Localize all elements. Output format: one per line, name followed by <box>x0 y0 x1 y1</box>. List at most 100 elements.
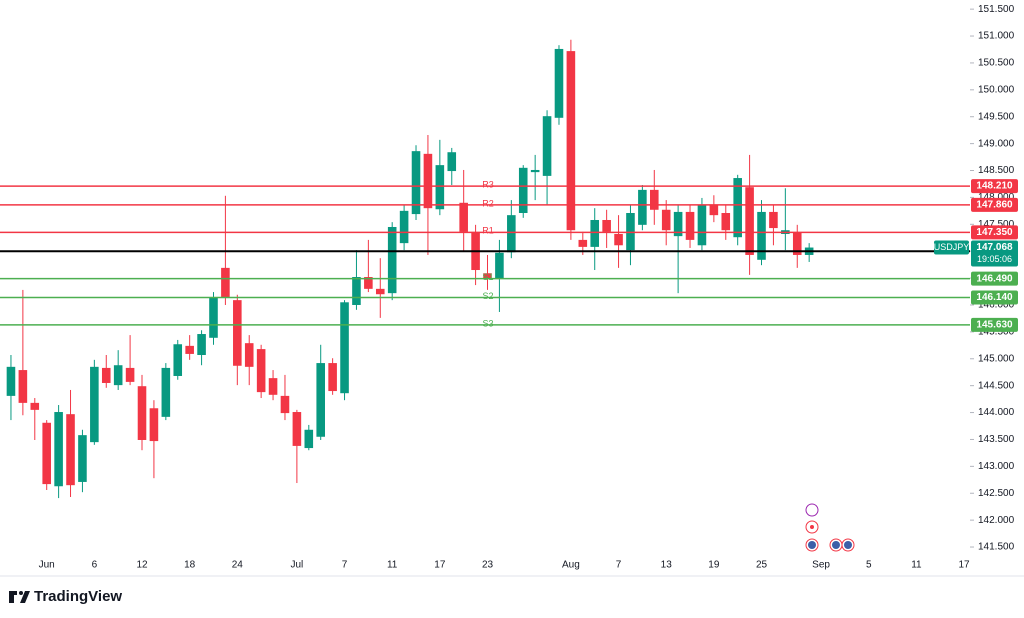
candle-body <box>709 204 719 216</box>
candle-body <box>292 412 302 446</box>
x-tick-label: 25 <box>756 560 768 571</box>
level-value-label: 145.630 <box>976 320 1013 331</box>
x-tick-label: 6 <box>92 560 98 571</box>
candle-body <box>42 422 51 485</box>
candle-body <box>733 178 742 238</box>
candle-body <box>638 189 647 225</box>
candle-body <box>602 219 611 232</box>
level-value-label: 146.140 <box>976 292 1013 303</box>
y-tick-label: 150.000 <box>978 84 1015 95</box>
x-tick-label: Sep <box>812 560 830 571</box>
candle-body <box>792 232 802 255</box>
candle-body <box>244 343 254 367</box>
y-tick-label: 142.000 <box>978 515 1015 526</box>
candle-body <box>78 435 87 482</box>
x-tick-label: 12 <box>136 560 148 571</box>
level-badge <box>971 290 1018 305</box>
y-tick-label: 150.500 <box>978 58 1015 69</box>
candle-body <box>769 211 778 229</box>
candle-body <box>233 300 242 366</box>
candle-body <box>399 210 409 244</box>
candle-body <box>54 412 63 487</box>
candle-body <box>661 209 671 231</box>
candle-body <box>614 233 623 246</box>
last-price-badge <box>971 240 1018 267</box>
candle-body <box>530 169 540 173</box>
y-tick-label: 147.500 <box>978 219 1015 230</box>
x-tick-label: 7 <box>342 560 348 571</box>
candle-body <box>197 334 206 356</box>
level-name: R2 <box>482 198 494 208</box>
level-name: S3 <box>482 318 493 328</box>
last-price-label: 147.068 <box>976 242 1013 253</box>
level-badge <box>971 197 1018 212</box>
candle-body <box>280 395 290 414</box>
candle-body <box>387 226 397 294</box>
y-tick-label: 151.500 <box>978 4 1015 15</box>
candle-body <box>507 215 516 253</box>
y-tick-label: 141.500 <box>978 542 1015 553</box>
candle-body <box>161 367 171 417</box>
candle-body <box>518 167 528 214</box>
candle-body <box>30 402 40 410</box>
x-tick-label: 17 <box>434 560 446 571</box>
y-tick-label: 148.000 <box>978 192 1015 203</box>
candle-body <box>423 153 433 209</box>
candle-body <box>149 408 159 442</box>
level-name: S1 <box>482 272 493 282</box>
x-tick-label: 11 <box>387 560 398 571</box>
candle-body <box>66 414 75 486</box>
level-name: R1 <box>482 226 494 236</box>
y-tick-label: 146.000 <box>978 300 1015 311</box>
candle-body <box>185 345 194 354</box>
candle-body <box>18 370 28 403</box>
candle-body <box>6 366 16 396</box>
candle-body <box>721 213 731 231</box>
x-tick-label: 11 <box>911 560 922 571</box>
candle-body <box>685 211 695 240</box>
level-name: R3 <box>482 179 494 189</box>
candle-body <box>352 277 361 305</box>
candle-body <box>90 366 99 443</box>
y-tick-label: 145.000 <box>978 353 1015 364</box>
y-tick-label: 149.000 <box>978 138 1015 149</box>
candle-body <box>745 187 754 255</box>
y-tick-label: 144.000 <box>978 407 1015 418</box>
level-badge <box>971 317 1018 332</box>
y-tick-label: 148.500 <box>978 165 1015 176</box>
level-value-label: 146.490 <box>976 273 1013 284</box>
candle-body <box>304 429 314 449</box>
level-value-label: 147.350 <box>976 227 1013 238</box>
candle-body <box>590 219 600 247</box>
x-tick-label: 19 <box>708 560 720 571</box>
symbol-label: USDJPY <box>934 242 970 252</box>
candle-body <box>340 302 349 394</box>
candle-body <box>495 252 504 279</box>
level-badge <box>971 179 1018 194</box>
candle-body <box>650 189 659 210</box>
candle-body <box>125 367 135 382</box>
x-tick-label: 18 <box>184 560 196 571</box>
candle-body <box>697 204 707 246</box>
candle-body <box>137 386 147 440</box>
level-badge <box>971 225 1018 240</box>
candle-body <box>209 297 218 338</box>
candle-body <box>375 288 385 295</box>
candle-body <box>101 367 111 383</box>
candle-body <box>435 165 445 210</box>
x-tick-label: 24 <box>232 560 244 571</box>
candle-body <box>316 363 325 437</box>
y-tick-label: 143.000 <box>978 461 1015 472</box>
x-tick-label: 17 <box>958 560 970 571</box>
candle-body <box>328 363 337 392</box>
y-tick-label: 149.500 <box>978 111 1015 122</box>
level-value-label: 147.860 <box>976 200 1013 211</box>
x-tick-label: 7 <box>616 560 622 571</box>
y-tick-label: 151.000 <box>978 31 1015 42</box>
x-tick-label: Jul <box>290 560 303 571</box>
symbol-badge <box>934 240 969 255</box>
candle-body <box>364 277 373 289</box>
